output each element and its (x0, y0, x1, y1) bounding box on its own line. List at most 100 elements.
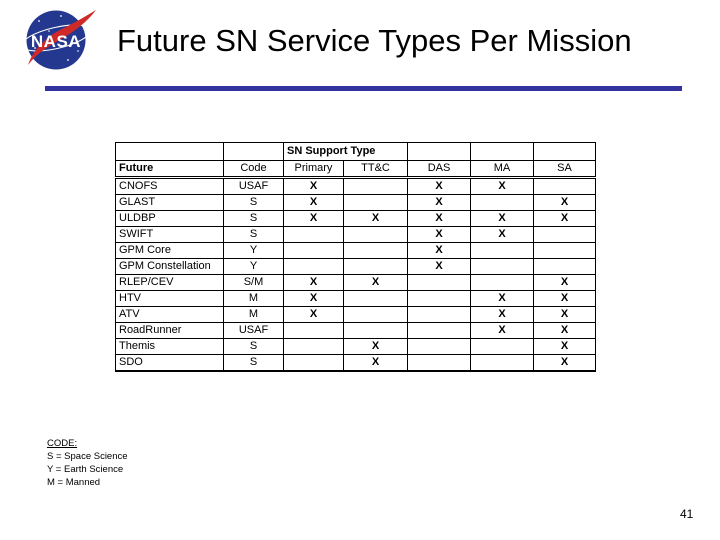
column-header-future: Future (115, 160, 224, 179)
mission-name-cell: SWIFT (115, 226, 224, 243)
code-cell: Y (223, 242, 284, 259)
legend-item: M = Manned (47, 477, 101, 488)
code-cell: USAF (223, 322, 284, 339)
empty-cell (470, 142, 535, 161)
mission-name-cell: RLEP/CEV (115, 274, 224, 291)
support-mark-cell: X (470, 290, 535, 307)
support-mark-cell (470, 242, 535, 259)
code-cell: Y (223, 258, 284, 275)
support-mark-cell (283, 258, 344, 275)
support-mark-cell: X (407, 242, 472, 259)
support-mark-cell: X (407, 177, 472, 195)
mission-name-cell: GPM Core (115, 242, 224, 259)
support-mark-cell: X (407, 194, 472, 211)
mission-name-cell: ULDBP (115, 210, 224, 227)
table-row: CNOFS USAF X X X (115, 177, 597, 195)
column-header-code: Code (223, 160, 284, 179)
support-mark-cell: X (533, 290, 597, 307)
column-header-ma: MA (470, 160, 535, 179)
support-mark-cell: X (533, 338, 597, 355)
table-row: SDO S X X (115, 354, 597, 372)
support-mark-cell: X (342, 338, 409, 355)
support-mark-cell (470, 274, 535, 291)
support-mark-cell (407, 354, 472, 372)
logo-text: NASA (31, 32, 81, 51)
mission-name-cell: ATV (115, 306, 224, 323)
support-mark-cell: X (407, 226, 472, 243)
code-cell: S (223, 354, 284, 372)
support-mark-cell: X (283, 194, 344, 211)
support-mark-cell (342, 177, 409, 195)
support-mark-cell (283, 338, 344, 355)
support-mark-cell: X (470, 306, 535, 323)
code-cell: USAF (223, 177, 284, 195)
table-row: GPM Constellation Y X (115, 258, 597, 275)
legend-heading: CODE: (47, 438, 78, 449)
table-column-header-row: Future Code Primary TT&C DAS MA SA (115, 160, 597, 179)
support-mark-cell (342, 306, 409, 323)
support-mark-cell: X (283, 306, 344, 323)
table-row: RoadRunner USAF X X (115, 322, 597, 339)
table-row: ATV M X X X (115, 306, 597, 323)
support-mark-cell (407, 306, 472, 323)
support-mark-cell (283, 354, 344, 372)
support-mark-cell: X (407, 258, 472, 275)
support-mark-cell (407, 322, 472, 339)
support-mark-cell: X (470, 322, 535, 339)
support-mark-cell: X (533, 354, 597, 372)
support-mark-cell: X (342, 274, 409, 291)
support-mark-cell: X (283, 274, 344, 291)
table-row: GLAST S X X X (115, 194, 597, 211)
table-row: Themis S X X (115, 338, 597, 355)
support-mark-cell (470, 194, 535, 211)
support-mark-cell (283, 242, 344, 259)
empty-cell (223, 142, 284, 161)
code-cell: M (223, 290, 284, 307)
support-mark-cell (283, 322, 344, 339)
page-number: 41 (680, 507, 694, 521)
table-row: GPM Core Y X (115, 242, 597, 259)
support-mark-cell: X (533, 274, 597, 291)
support-mark-cell (342, 226, 409, 243)
code-cell: S (223, 226, 284, 243)
table-group-header-row: SN Support Type (115, 142, 597, 161)
column-header-ttc: TT&C (342, 160, 409, 179)
logo-red-swoosh (28, 10, 96, 65)
empty-cell (407, 142, 472, 161)
table-row: RLEP/CEV S/M X X X (115, 274, 597, 291)
support-mark-cell: X (342, 354, 409, 372)
nasa-logo-icon: NASA (21, 10, 96, 70)
legend-item: Y = Earth Science (47, 464, 124, 475)
mission-table: SN Support Type Future Code Primary TT&C… (115, 142, 597, 372)
support-mark-cell (342, 290, 409, 307)
support-mark-cell (533, 226, 597, 243)
slide-title: Future SN Service Types Per Mission (117, 23, 632, 58)
support-mark-cell: X (533, 322, 597, 339)
mission-name-cell: CNOFS (115, 177, 224, 195)
support-mark-cell (407, 274, 472, 291)
code-cell: S (223, 210, 284, 227)
support-mark-cell: X (283, 210, 344, 227)
support-mark-cell (533, 258, 597, 275)
mission-name-cell: GPM Constellation (115, 258, 224, 275)
table-row: ULDBP S X X X X X (115, 210, 597, 227)
legend-item: S = Space Science (47, 451, 128, 462)
column-header-sa: SA (533, 160, 597, 179)
empty-cell (115, 142, 224, 161)
mission-name-cell: HTV (115, 290, 224, 307)
support-mark-cell (283, 226, 344, 243)
support-mark-cell (470, 258, 535, 275)
column-header-das: DAS (407, 160, 472, 179)
code-cell: M (223, 306, 284, 323)
support-mark-cell (407, 338, 472, 355)
mission-name-cell: Themis (115, 338, 224, 355)
support-mark-cell (533, 177, 597, 195)
code-legend: CODE: S = Space Science Y = Earth Scienc… (47, 437, 128, 489)
table-row: HTV M X X X (115, 290, 597, 307)
mission-name-cell: SDO (115, 354, 224, 372)
mission-table-container: SN Support Type Future Code Primary TT&C… (115, 142, 597, 372)
column-header-primary: Primary (283, 160, 344, 179)
empty-cell (533, 142, 597, 161)
support-mark-cell: X (533, 306, 597, 323)
